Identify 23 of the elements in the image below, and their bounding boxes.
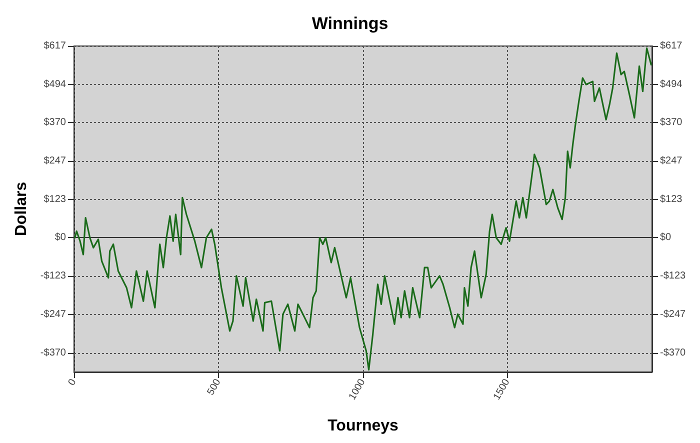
y-tick-label: -$123 [40, 270, 66, 282]
y-tick-label: $370 [44, 117, 66, 128]
y-tick-label: $0 [54, 232, 66, 244]
y-tick-label: -$247 [40, 308, 66, 320]
y-tick-label: $494 [44, 78, 66, 90]
x-tick-label: 0 [66, 376, 79, 388]
chart-title: Winnings [312, 14, 388, 33]
x-axis-title: Tourneys [328, 418, 399, 434]
y2-tick-label: $370 [660, 117, 683, 128]
y-tick-label: -$370 [40, 347, 66, 358]
y-tick-label: $123 [44, 194, 66, 205]
y2-tick-label: -$123 [660, 270, 686, 282]
y2-tick-label: $247 [660, 156, 683, 167]
y2-tick-label: $0 [660, 232, 672, 244]
x-tick-label: 500 [205, 376, 224, 398]
y2-tick-label: -$247 [660, 308, 686, 320]
y2-tick-label: $494 [660, 78, 683, 90]
y-tick-label: $617 [44, 40, 66, 52]
y-axis-title: Dollars [13, 182, 30, 236]
y2-tick-label: $123 [660, 194, 683, 205]
y-tick-label: $247 [44, 156, 66, 167]
y2-tick-label: -$370 [660, 347, 686, 358]
y2-tick-label: $617 [660, 40, 683, 52]
